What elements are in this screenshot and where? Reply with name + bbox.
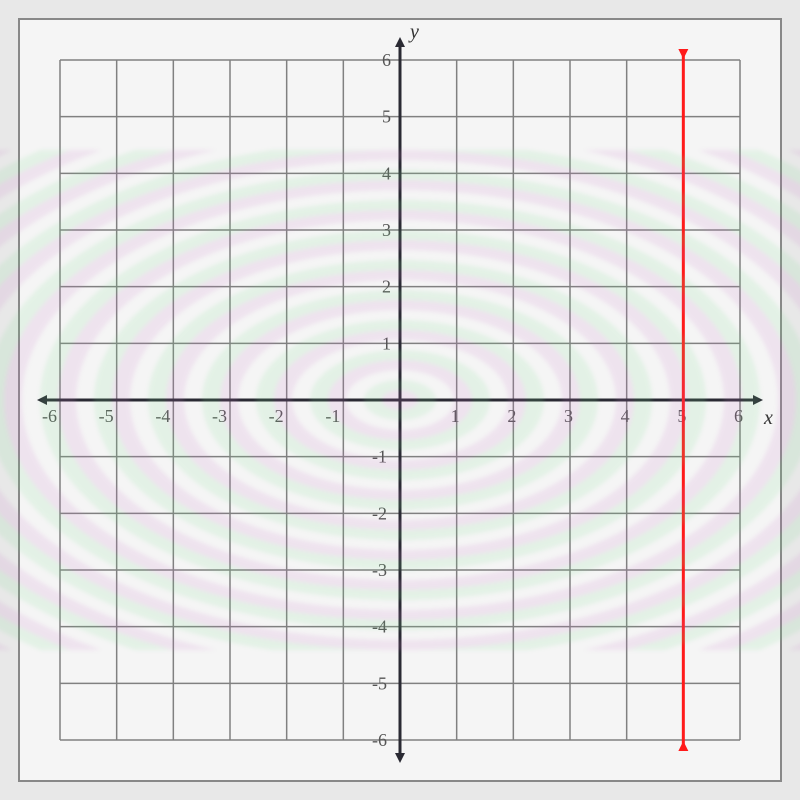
svg-text:-1: -1 xyxy=(372,447,387,467)
svg-text:5: 5 xyxy=(382,107,391,127)
svg-text:6: 6 xyxy=(734,406,743,426)
y-axis-label: y xyxy=(408,21,419,43)
svg-text:-2: -2 xyxy=(269,406,284,426)
svg-text:-5: -5 xyxy=(372,673,387,693)
coordinate-plane: -6-5-4-3-2-1123456-6-5-4-3-2-1123456xy xyxy=(18,18,782,782)
svg-text:-4: -4 xyxy=(155,406,170,426)
svg-text:4: 4 xyxy=(621,406,630,426)
svg-text:2: 2 xyxy=(507,406,516,426)
svg-text:-4: -4 xyxy=(372,617,387,637)
svg-text:3: 3 xyxy=(564,406,573,426)
plot-svg: -6-5-4-3-2-1123456-6-5-4-3-2-1123456xy xyxy=(20,20,780,780)
svg-text:6: 6 xyxy=(382,50,391,70)
x-axis-label: x xyxy=(763,407,773,429)
svg-text:-5: -5 xyxy=(99,406,114,426)
svg-text:-3: -3 xyxy=(372,560,387,580)
svg-text:-3: -3 xyxy=(212,406,227,426)
svg-text:3: 3 xyxy=(382,220,391,240)
svg-text:1: 1 xyxy=(451,406,460,426)
svg-text:1: 1 xyxy=(382,333,391,353)
svg-text:-2: -2 xyxy=(372,503,387,523)
svg-text:-6: -6 xyxy=(42,406,57,426)
svg-text:2: 2 xyxy=(382,277,391,297)
svg-text:4: 4 xyxy=(382,163,391,183)
svg-text:-6: -6 xyxy=(372,730,387,750)
svg-text:-1: -1 xyxy=(325,406,340,426)
